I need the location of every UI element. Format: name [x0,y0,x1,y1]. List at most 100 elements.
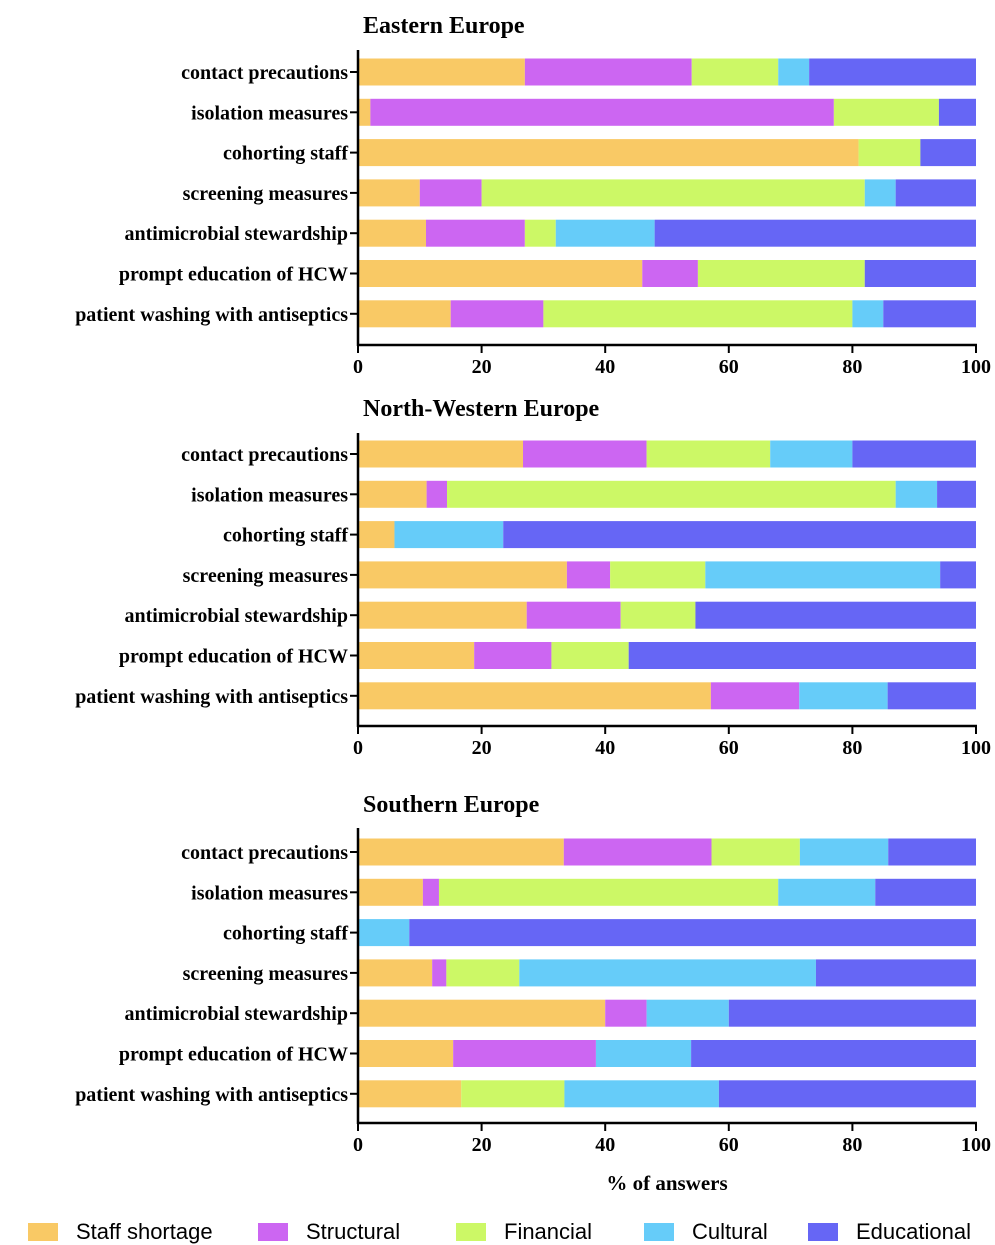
bar-north-western-europe-cohorting-staff-educational [503,521,976,549]
category-label-north-western-europe-patient-washing-with-antiseptics: patient washing with antiseptics [75,686,348,708]
bar-eastern-europe-patient-washing-with-antiseptics-financial [543,300,853,328]
x-tick-label-north-western-europe-40: 40 [595,737,615,759]
bar-north-western-europe-antimicrobial-stewardship-structural [526,601,621,629]
bar-eastern-europe-prompt-education-of-hcw-financial [697,260,865,287]
panel-eastern-europe: Eastern Europe contact precautions isolati… [75,13,991,378]
bar-southern-europe-contact-precautions-financial [711,838,800,866]
x-tick-label-north-western-europe-20: 20 [472,737,492,759]
bar-southern-europe-isolation-measures-structural [422,878,439,906]
x-tick-label-southern-europe-20: 20 [472,1134,492,1156]
bar-north-western-europe-contact-precautions-educational [852,440,976,468]
chart-legend: Staff shortage Structural Financial Cult… [0,1212,995,1245]
bar-north-western-europe-patient-washing-with-antiseptics-structural [710,682,800,710]
bar-southern-europe-antimicrobial-stewardship-staff-shortage [358,999,606,1027]
bar-eastern-europe-antimicrobial-stewardship-educational [654,219,976,247]
panel-southern-europe: Southern Europe contact precautions isolat… [75,792,991,1156]
bar-southern-europe-cohorting-staff-educational [409,919,976,947]
legend-item-staff-shortage: Staff shortage [28,1220,213,1244]
bar-eastern-europe-isolation-measures-structural [370,98,834,126]
bar-southern-europe-prompt-education-of-hcw-cultural [595,1040,692,1067]
bar-north-western-europe-isolation-measures-staff-shortage [358,480,427,508]
category-label-north-western-europe-isolation-measures: isolation measures [191,484,348,506]
bar-north-western-europe-contact-precautions-financial [646,440,771,468]
bar-southern-europe-prompt-education-of-hcw-structural [453,1040,596,1067]
category-label-southern-europe-isolation-measures: isolation measures [191,882,348,904]
bar-north-western-europe-prompt-education-of-hcw-financial [551,642,629,669]
bar-southern-europe-patient-washing-with-antiseptics-educational [718,1080,976,1108]
legend-item-cultural: Cultural [644,1220,768,1244]
bar-southern-europe-contact-precautions-educational [888,838,976,866]
bar-north-western-europe-patient-washing-with-antiseptics-educational [887,682,976,710]
bar-eastern-europe-antimicrobial-stewardship-cultural [555,219,655,247]
bar-southern-europe-antimicrobial-stewardship-educational [728,999,976,1027]
panel-title-north-western-europe: North-Western Europe [363,396,600,422]
bar-north-western-europe-cohorting-staff-cultural [394,521,504,549]
bar-southern-europe-prompt-education-of-hcw-staff-shortage [358,1040,454,1067]
category-label-eastern-europe-prompt-education-of-hcw: prompt education of HCW [119,264,348,286]
legend-swatch-structural [258,1223,288,1241]
category-label-north-western-europe-contact-precautions: contact precautions [181,444,348,466]
x-tick-label-eastern-europe-40: 40 [595,356,615,378]
bar-eastern-europe-cohorting-staff-staff-shortage [358,139,859,167]
bar-eastern-europe-isolation-measures-educational [938,98,976,126]
bar-southern-europe-antimicrobial-stewardship-cultural [646,999,729,1027]
category-label-north-western-europe-screening-measures: screening measures [183,565,349,587]
bar-north-western-europe-antimicrobial-stewardship-educational [695,601,976,629]
category-label-north-western-europe-cohorting-staff: cohorting staff [223,525,348,547]
bar-southern-europe-isolation-measures-educational [875,878,976,906]
category-label-southern-europe-screening-measures: screening measures [183,963,349,985]
x-tick-label-eastern-europe-100: 100 [961,356,991,378]
bar-eastern-europe-prompt-education-of-hcw-staff-shortage [358,260,643,287]
category-label-southern-europe-contact-precautions: contact precautions [181,842,348,864]
legend-label-staff-shortage: Staff shortage [76,1219,213,1244]
category-label-eastern-europe-patient-washing-with-antiseptics: patient washing with antiseptics [75,304,348,326]
legend-label-cultural: Cultural [692,1219,768,1244]
bar-eastern-europe-antimicrobial-stewardship-staff-shortage [358,219,426,247]
bar-north-western-europe-isolation-measures-educational [937,480,976,508]
panel-title-southern-europe: Southern Europe [363,792,540,818]
bar-eastern-europe-screening-measures-financial [481,179,865,207]
bar-eastern-europe-cohorting-staff-educational [920,139,976,167]
chart-svg: Eastern Europe contact precautions isolati… [75,13,991,1195]
bar-southern-europe-cohorting-staff-cultural [358,919,410,947]
bar-eastern-europe-screening-measures-staff-shortage [358,179,420,207]
category-label-southern-europe-patient-washing-with-antiseptics: patient washing with antiseptics [75,1084,348,1106]
bar-southern-europe-contact-precautions-structural [563,838,712,866]
bar-north-western-europe-prompt-education-of-hcw-staff-shortage [358,642,475,669]
bar-southern-europe-isolation-measures-staff-shortage [358,878,423,906]
bar-eastern-europe-patient-washing-with-antiseptics-cultural [852,300,884,328]
bar-north-western-europe-screening-measures-cultural [705,561,941,589]
category-label-eastern-europe-antimicrobial-stewardship: antimicrobial stewardship [124,223,348,245]
bar-eastern-europe-contact-precautions-cultural [778,58,810,86]
category-label-eastern-europe-screening-measures: screening measures [183,183,349,205]
bar-southern-europe-isolation-measures-financial [438,878,779,906]
legend-item-financial: Financial [456,1220,592,1244]
legend-swatch-educational [808,1223,838,1241]
bar-north-western-europe-patient-washing-with-antiseptics-staff-shortage [358,682,711,710]
bar-eastern-europe-prompt-education-of-hcw-structural [642,260,698,287]
bar-eastern-europe-patient-washing-with-antiseptics-staff-shortage [358,300,451,328]
bar-north-western-europe-isolation-measures-financial [446,480,896,508]
category-label-eastern-europe-cohorting-staff: cohorting staff [223,143,348,165]
x-tick-label-eastern-europe-60: 60 [719,356,739,378]
x-tick-label-north-western-europe-100: 100 [961,737,991,759]
bar-southern-europe-prompt-education-of-hcw-educational [691,1040,976,1067]
x-tick-label-north-western-europe-0: 0 [353,737,363,759]
bar-eastern-europe-isolation-measures-financial [833,98,939,126]
category-label-southern-europe-antimicrobial-stewardship: antimicrobial stewardship [124,1003,348,1025]
legend-label-financial: Financial [504,1219,593,1244]
bar-north-western-europe-contact-precautions-staff-shortage [358,440,524,468]
bar-eastern-europe-contact-precautions-staff-shortage [358,58,525,86]
bar-eastern-europe-antimicrobial-stewardship-financial [524,219,556,247]
category-label-north-western-europe-prompt-education-of-hcw: prompt education of HCW [119,646,348,668]
x-tick-label-southern-europe-100: 100 [961,1134,991,1156]
bar-southern-europe-screening-measures-financial [446,959,520,987]
bar-north-western-europe-screening-measures-financial [610,561,706,589]
bar-eastern-europe-contact-precautions-financial [691,58,779,86]
bar-eastern-europe-contact-precautions-structural [524,58,692,86]
legend-item-structural: Structural [258,1220,400,1244]
legend-label-structural: Structural [306,1219,401,1244]
bar-north-western-europe-isolation-measures-structural [426,480,447,508]
bar-north-western-europe-antimicrobial-stewardship-staff-shortage [358,601,527,629]
